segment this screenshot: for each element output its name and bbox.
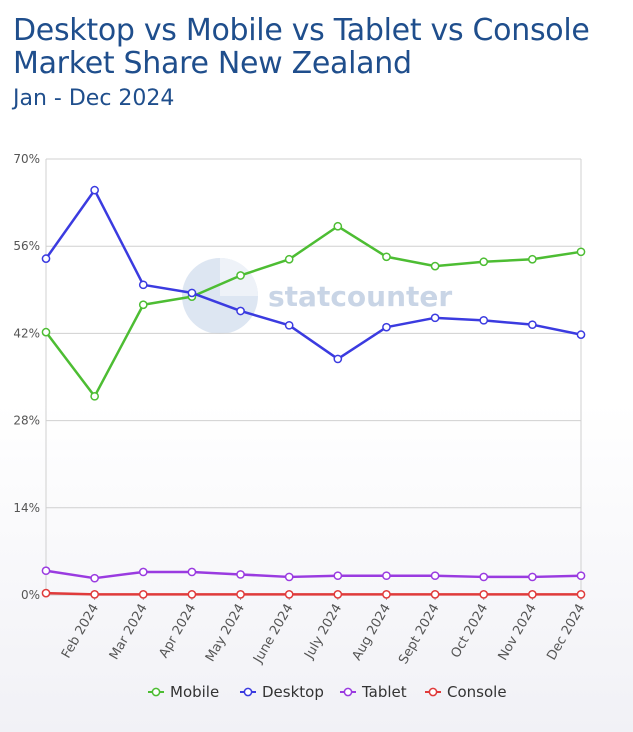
data-point-console[interactable]	[576, 590, 586, 599]
chart-title: Desktop vs Mobile vs Tablet vs Console M…	[13, 14, 613, 80]
chart-title-line2: Market Share New Zealand	[13, 46, 412, 81]
data-point-console[interactable]	[528, 590, 537, 599]
data-point-tablet[interactable]	[333, 571, 343, 581]
data-point-tablet[interactable]	[479, 572, 489, 582]
data-point-mobile[interactable]	[479, 257, 489, 267]
data-point-tablet[interactable]	[41, 566, 51, 576]
data-point-mobile[interactable]	[382, 252, 391, 262]
data-point-console[interactable]	[187, 590, 197, 599]
data-point-tablet[interactable]	[430, 571, 440, 581]
chart-legend: Mobile Desktop Tablet Console	[148, 683, 507, 701]
data-point-desktop[interactable]	[382, 322, 391, 332]
y-tick-label: 42%	[13, 326, 40, 340]
data-point-desktop[interactable]	[430, 313, 440, 323]
data-point-mobile[interactable]	[138, 300, 148, 310]
data-point-tablet[interactable]	[236, 570, 245, 579]
x-tick-label: Nov 2024	[496, 602, 540, 664]
series-line-desktop	[44, 188, 582, 361]
data-point-mobile[interactable]	[236, 271, 245, 280]
data-point-console[interactable]	[284, 590, 294, 599]
y-tick-label: 56%	[13, 239, 40, 253]
chart-title-line1: Desktop vs Mobile vs Tablet vs Console	[13, 13, 590, 48]
data-point-tablet[interactable]	[138, 567, 148, 577]
data-point-mobile[interactable]	[430, 261, 440, 271]
data-point-mobile[interactable]	[333, 221, 343, 231]
data-point-console[interactable]	[479, 590, 489, 599]
data-point-console[interactable]	[236, 590, 245, 599]
data-point-tablet[interactable]	[90, 573, 99, 583]
y-tick-label: 0%	[21, 588, 40, 602]
x-tick-label: Oct 2024	[448, 602, 491, 661]
legend-label-mobile: Mobile	[170, 683, 219, 701]
x-tick-label: Feb 2024	[59, 602, 102, 662]
x-tick-label: Mar 2024	[107, 602, 151, 663]
data-point-mobile[interactable]	[576, 247, 586, 257]
x-tick-label: Aug 2024	[350, 602, 394, 664]
data-point-console[interactable]	[333, 590, 343, 599]
data-point-mobile[interactable]	[41, 327, 51, 337]
data-point-mobile[interactable]	[528, 254, 537, 264]
data-point-console[interactable]	[90, 590, 99, 599]
legend-item-desktop[interactable]: Desktop	[240, 683, 324, 701]
x-tick-label: Apr 2024	[157, 602, 200, 661]
legend-swatch-marker-console	[428, 687, 438, 697]
data-point-desktop[interactable]	[284, 320, 294, 330]
x-tick-label: July 2024	[301, 602, 345, 663]
watermark-text: statcounter	[268, 280, 452, 313]
series-line-mobile	[45, 225, 582, 398]
data-point-tablet[interactable]	[284, 572, 294, 582]
x-tick-label: Dec 2024	[544, 602, 588, 664]
x-tick-label: Sept 2024	[396, 602, 442, 667]
data-point-desktop[interactable]	[479, 315, 489, 325]
data-point-tablet[interactable]	[382, 571, 391, 581]
legend-swatch-marker-tablet	[343, 687, 353, 697]
legend-label-desktop: Desktop	[262, 683, 324, 701]
legend-swatch-marker-desktop	[243, 687, 253, 697]
data-point-mobile[interactable]	[90, 391, 99, 401]
legend-label-console: Console	[447, 683, 507, 701]
legend-item-console[interactable]: Console	[425, 683, 507, 701]
y-tick-label: 28%	[13, 414, 40, 428]
data-point-tablet[interactable]	[576, 571, 586, 581]
chart-series	[41, 185, 586, 599]
data-point-desktop[interactable]	[41, 254, 51, 264]
data-point-desktop[interactable]	[138, 280, 148, 290]
chart-subtitle: Jan - Dec 2024	[13, 86, 175, 111]
data-point-tablet[interactable]	[528, 572, 537, 582]
data-point-desktop[interactable]	[187, 288, 197, 298]
series-line-console	[45, 591, 581, 596]
x-tick-label: June 2024	[250, 602, 296, 667]
chart-grid	[45, 158, 582, 596]
data-point-tablet[interactable]	[187, 567, 197, 577]
legend-item-tablet[interactable]: Tablet	[340, 683, 407, 701]
series-line-tablet	[45, 569, 582, 580]
x-tick-label: May 2024	[203, 602, 248, 665]
y-tick-label: 70%	[13, 152, 40, 166]
data-point-console[interactable]	[430, 590, 440, 599]
y-tick-label: 14%	[13, 501, 40, 515]
legend-item-mobile[interactable]: Mobile	[148, 683, 219, 701]
data-point-desktop[interactable]	[576, 330, 586, 339]
data-point-desktop[interactable]	[333, 354, 343, 364]
y-axis: 0% 14% 28% 42% 56% 70%	[13, 152, 40, 602]
x-axis: Feb 2024 Mar 2024 Apr 2024 May 2024 June 202…	[59, 595, 588, 667]
legend-swatch-marker-mobile	[151, 687, 161, 697]
legend-label-tablet: Tablet	[361, 683, 407, 701]
data-point-console[interactable]	[41, 588, 51, 598]
data-point-console[interactable]	[382, 590, 391, 599]
data-point-desktop[interactable]	[528, 320, 537, 330]
data-point-mobile[interactable]	[284, 254, 294, 264]
data-point-desktop[interactable]	[90, 185, 99, 195]
data-point-desktop[interactable]	[236, 306, 245, 316]
data-point-console[interactable]	[138, 590, 148, 599]
